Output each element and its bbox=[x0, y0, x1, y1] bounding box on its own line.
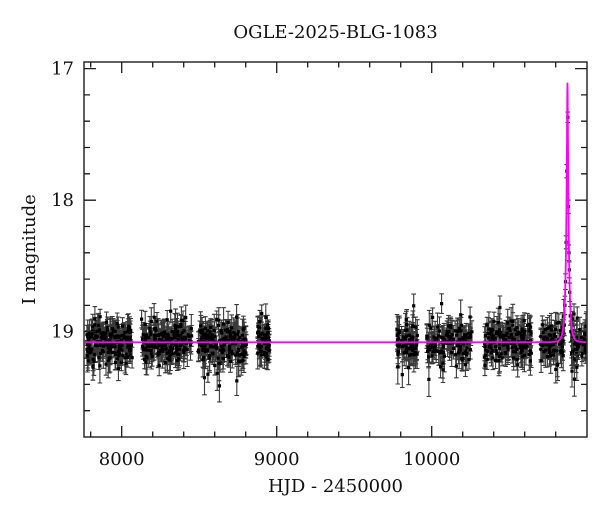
season-4-markers bbox=[256, 311, 271, 362]
tick-marks bbox=[84, 62, 587, 437]
season-3-markers bbox=[196, 315, 248, 388]
plot-frame bbox=[83, 61, 588, 438]
plot-title: OGLE-2025-BLG-1083 bbox=[233, 22, 437, 43]
season-4-points bbox=[255, 303, 272, 371]
season-8-markers bbox=[539, 312, 587, 371]
season-7-markers bbox=[482, 305, 533, 367]
y-tick-label: 18 bbox=[51, 190, 74, 211]
season-5-error-caps bbox=[394, 293, 420, 389]
y-tick-label: 19 bbox=[51, 322, 74, 343]
season-7-points bbox=[482, 295, 534, 378]
model-curve-path bbox=[84, 82, 587, 344]
frame-rect bbox=[83, 61, 588, 438]
model-curve bbox=[84, 82, 587, 344]
season-2-markers bbox=[140, 309, 194, 367]
x-tick-label: 10000 bbox=[403, 449, 460, 470]
x-tick-label: 9000 bbox=[254, 449, 300, 470]
x-axis-label: HJD - 2450000 bbox=[268, 476, 403, 497]
axis-ticks bbox=[84, 62, 587, 437]
y-axis-label: I magnitude bbox=[19, 194, 40, 305]
season-5-markers bbox=[395, 304, 419, 377]
axis-tick-labels: 8000 9000 10000 17 18 19 bbox=[51, 59, 460, 470]
season-5-points bbox=[394, 293, 420, 389]
x-tick-label: 8000 bbox=[99, 449, 145, 470]
y-tick-label: 17 bbox=[51, 59, 74, 80]
season-3-points bbox=[196, 304, 249, 403]
